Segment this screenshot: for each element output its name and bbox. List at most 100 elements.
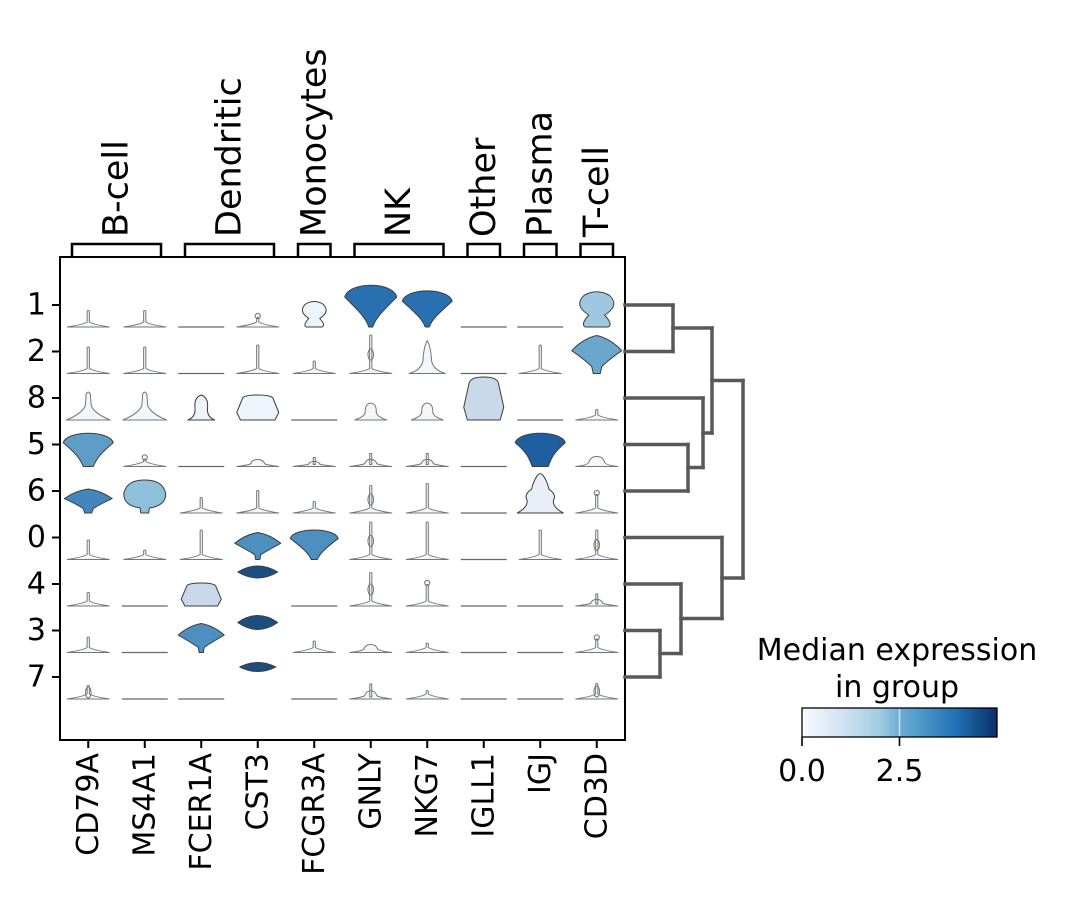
violin-2-NKG7 (408, 340, 446, 374)
violin-6-FCGR3A (292, 501, 336, 514)
gene-label-FCER1A: FCER1A (184, 753, 219, 871)
violin-0-GNLY (349, 521, 393, 560)
violin-5-FCGR3A (292, 457, 336, 467)
gene-label-NKG7: NKG7 (410, 753, 445, 837)
gene-label-CD79A: CD79A (71, 753, 106, 856)
group-bracket-Dendritic (183, 242, 276, 257)
violin-0-NKG7 (405, 521, 449, 560)
violin-3-GNLY (349, 644, 393, 653)
violin-2-CD79A (66, 346, 110, 374)
violin-8-NKG7 (410, 402, 444, 421)
row-label-2: 2 (27, 334, 46, 369)
violin-0-CD3D (575, 529, 619, 560)
violin-1-FCGR3A (301, 301, 327, 328)
violin-4-NKG7 (405, 579, 449, 607)
violin-8-FCER1A (187, 394, 216, 421)
group-bracket-T-cell (579, 242, 615, 257)
colorbar-title-line1: Median expression (757, 633, 1037, 668)
violin-5-CD79A (62, 432, 114, 467)
colorbar-tick-label-0: 0.0 (778, 754, 826, 789)
row-label-3: 3 (27, 613, 46, 648)
violin-6-NKG7 (405, 483, 449, 514)
violin-4-CD79A (66, 592, 110, 607)
group-bracket-Plasma (522, 242, 558, 257)
violin-2-MS4A1 (123, 346, 167, 374)
violin-3-CST3 (237, 615, 279, 630)
group-label-NK: NK (379, 187, 419, 237)
violin-5-CST3 (236, 459, 280, 467)
violin-5-CD3D (575, 456, 619, 467)
violin-6-IGJ (516, 473, 564, 514)
violin-7-CD3D (575, 683, 619, 700)
group-bracket-Other (466, 242, 502, 257)
violin-1-CST3 (236, 312, 280, 328)
group-label-Plasma: Plasma (520, 111, 560, 237)
violin-0-FCER1A (179, 529, 223, 560)
violin-7-CD79A (66, 685, 110, 700)
row-label-8: 8 (27, 381, 46, 416)
violin-2-GNLY (349, 334, 393, 374)
violin-3-FCGR3A (292, 640, 336, 653)
group-label-Monocytes: Monocytes (294, 48, 334, 237)
gene-label-IGLL1: IGLL1 (466, 753, 501, 838)
group-bracket-B-cell (70, 242, 163, 257)
violin-5-NKG7 (405, 453, 449, 467)
violin-5-IGJ (514, 432, 566, 467)
row-label-6: 6 (27, 474, 46, 509)
colorbar-ticks (801, 709, 901, 746)
violin-5-MS4A1 (123, 454, 167, 467)
gene-label-GNLY: GNLY (353, 752, 388, 829)
violin-2-CST3 (236, 344, 280, 374)
row-label-7: 7 (27, 660, 46, 695)
group-label-B-cell: B-cell (97, 140, 137, 237)
violin-0-FCGR3A (289, 529, 339, 560)
colorbar: Median expression in group 0.0 2.5 (757, 633, 1037, 789)
violin-0-CST3 (234, 532, 282, 560)
violin-0-MS4A1 (123, 549, 167, 560)
violin-8-CD79A (65, 391, 111, 421)
gene-label-FCGR3A: FCGR3A (297, 753, 332, 875)
dendrogram (623, 303, 745, 679)
violin-1-CD79A (66, 310, 110, 328)
gene-label-MS4A1: MS4A1 (127, 753, 162, 857)
violin-1-GNLY (344, 284, 398, 328)
row-label-4: 4 (27, 567, 46, 602)
violin-4-CST3 (237, 565, 279, 579)
plot-border (59, 256, 626, 741)
row-label-1: 1 (27, 288, 46, 323)
violin-4-CD3D (575, 593, 619, 607)
violin-6-GNLY (349, 485, 393, 514)
group-bracket-Monocytes (296, 242, 332, 257)
gene-label-CD3D: CD3D (579, 753, 614, 839)
gene-label-IGJ: IGJ (523, 753, 558, 794)
colorbar-tick-label-1: 2.5 (876, 754, 924, 789)
violin-3-CD79A (66, 636, 110, 653)
violin-6-CST3 (236, 490, 280, 514)
violin-1-NKG7 (401, 290, 453, 328)
violin-6-MS4A1 (123, 479, 167, 514)
violin-0-IGJ (518, 529, 562, 560)
violin-8-GNLY (354, 402, 388, 421)
violin-6-FCER1A (179, 497, 223, 514)
group-label-Other: Other (464, 137, 504, 237)
colorbar-title-line2: in group (835, 670, 959, 705)
group-label-T-cell: T-cell (577, 146, 617, 238)
violin-6-CD3D (575, 489, 619, 514)
violin-grid (62, 284, 623, 700)
violin-7-GNLY (349, 683, 393, 700)
row-label-5: 5 (27, 427, 46, 462)
violin-4-FCER1A (180, 582, 222, 607)
group-label-Dendritic: Dendritic (210, 77, 250, 237)
violin-1-CD3D (579, 291, 615, 328)
column-group-labels: B-cell Dendritic Monocytes NK Other Plasma T-c… (97, 48, 617, 238)
column-group-brackets (70, 242, 615, 257)
violin-8-MS4A1 (122, 391, 168, 421)
violin-3-NKG7 (405, 642, 449, 653)
violin-8-CD3D (575, 409, 619, 421)
violin-6-CD79A (63, 488, 113, 514)
violin-2-CD3D (571, 335, 623, 374)
violin-1-MS4A1 (123, 310, 167, 328)
row-label-0: 0 (27, 520, 46, 555)
violin-5-GNLY (349, 453, 393, 467)
